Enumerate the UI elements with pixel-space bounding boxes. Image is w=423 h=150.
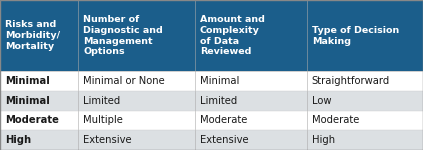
Bar [307,91,423,111]
Text: Extensive: Extensive [83,135,132,145]
Text: High: High [312,135,335,145]
Bar [307,111,423,130]
Text: Multiple: Multiple [83,116,123,125]
Text: Minimal: Minimal [5,76,50,86]
Text: Limited: Limited [200,96,237,106]
Bar [78,130,195,150]
Bar [195,91,307,111]
Text: Limited: Limited [83,96,121,106]
Bar [78,0,195,71]
Bar [0,91,78,111]
Bar [0,71,78,91]
Bar [195,111,307,130]
Text: Minimal or None: Minimal or None [83,76,165,86]
Text: Type of Decision
Making: Type of Decision Making [312,26,399,45]
Bar [78,91,195,111]
Text: Minimal: Minimal [5,96,50,106]
Text: Minimal: Minimal [200,76,239,86]
Text: High: High [5,135,31,145]
Text: Moderate: Moderate [312,116,359,125]
Text: Extensive: Extensive [200,135,248,145]
Bar [78,111,195,130]
Text: Moderate: Moderate [5,116,59,125]
Bar [0,111,78,130]
Text: Low: Low [312,96,331,106]
Bar [0,0,78,71]
Text: Risks and
Morbidity/
Mortality: Risks and Morbidity/ Mortality [5,20,60,51]
Bar [195,0,307,71]
Text: Moderate: Moderate [200,116,247,125]
Bar [78,71,195,91]
Bar [195,71,307,91]
Bar [307,71,423,91]
Bar [307,0,423,71]
Bar [195,130,307,150]
Bar [0,130,78,150]
Text: Straightforward: Straightforward [312,76,390,86]
Bar [307,130,423,150]
Text: Number of
Diagnostic and
Management
Options: Number of Diagnostic and Management Opti… [83,15,163,56]
Text: Amount and
Complexity
of Data
Reviewed: Amount and Complexity of Data Reviewed [200,15,264,56]
